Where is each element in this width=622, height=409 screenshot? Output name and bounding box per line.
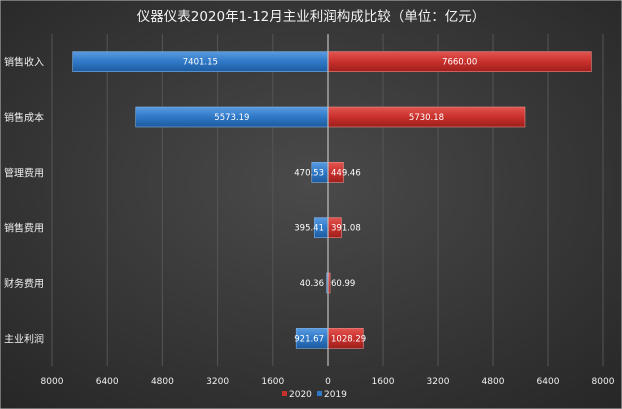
x-tick-label: 1600 (372, 377, 395, 387)
chart-title: 仪器仪表2020年1-12月主业利润构成比较（单位：亿元） (137, 9, 486, 25)
bars-layer (72, 51, 592, 349)
x-tick-label: 6400 (96, 377, 119, 387)
data-label-2019: 5573.19 (214, 113, 249, 123)
x-tick-label: 3200 (206, 377, 229, 387)
data-label-2020: 60.99 (331, 279, 355, 289)
data-label-2019: 7401.15 (183, 58, 218, 68)
category-label: 销售成本 (4, 111, 44, 124)
data-label-2019: 470.53 (294, 168, 324, 178)
legend: 2020 2019 (282, 390, 347, 400)
x-tick-label: 6400 (537, 377, 560, 387)
labels-layer: 7401.15 7660.00 5573.19 5730.18 470.53 449.46… (183, 58, 477, 345)
x-tick-label: 8000 (592, 377, 615, 387)
legend-swatch-2020 (282, 391, 287, 396)
data-label-2019: 921.67 (294, 334, 324, 344)
category-label: 销售收入 (4, 56, 44, 69)
data-label-2019: 395.41 (294, 224, 324, 234)
category-label: 管理费用 (4, 166, 44, 179)
category-label: 财务费用 (4, 277, 44, 290)
category-label: 主业利润 (4, 332, 44, 345)
data-label-2020: 5730.18 (409, 113, 444, 123)
legend-swatch-2019 (317, 391, 322, 396)
x-tick-label: 4800 (482, 377, 505, 387)
grid-layer (51, 34, 604, 366)
axis-layer: 8000 6400 4800 3200 1600 0 1600 3200 4800 6400 800… (4, 34, 615, 387)
data-label-2020: 7660.00 (442, 58, 477, 68)
x-tick-label: 8000 (41, 377, 64, 387)
category-label: 销售费用 (4, 222, 44, 235)
data-label-2020: 1028.29 (331, 334, 366, 344)
data-label-2019: 40.36 (300, 279, 324, 289)
x-tick-label: 3200 (427, 377, 450, 387)
x-tick-label: 4800 (151, 377, 174, 387)
legend-label-2020: 2020 (289, 390, 312, 400)
data-label-2020: 449.46 (331, 168, 361, 178)
x-tick-label: 0 (325, 377, 331, 387)
legend-label-2019: 2019 (324, 390, 347, 400)
data-label-2020: 391.08 (331, 224, 361, 234)
x-tick-label: 1600 (261, 377, 284, 387)
